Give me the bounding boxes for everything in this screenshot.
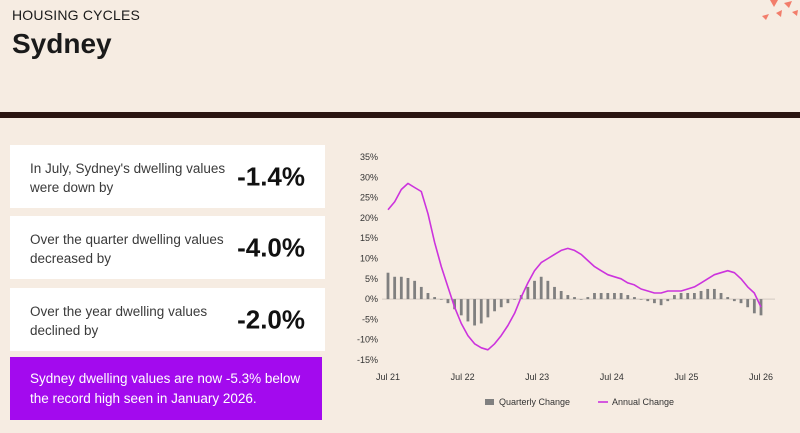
quarterly-change-bar: [720, 293, 723, 299]
stat-value: -4.0%: [237, 232, 305, 263]
header-divider: [0, 112, 800, 118]
decor-triangle: [770, 0, 778, 7]
quarterly-change-bar: [753, 299, 756, 313]
x-tick-label: Jul 25: [674, 372, 698, 382]
quarterly-change-bar: [560, 291, 563, 299]
quarterly-change-bar: [526, 287, 529, 299]
stat-card-monthly: In July, Sydney's dwelling values were d…: [10, 145, 325, 208]
record-high-callout: Sydney dwelling values are now -5.3% bel…: [10, 357, 322, 420]
quarterly-change-bar: [620, 293, 623, 299]
quarterly-change-bar: [746, 299, 749, 307]
decor-triangle: [762, 14, 769, 20]
quarterly-change-bar: [546, 281, 549, 299]
y-tick-label: 0%: [365, 294, 378, 304]
quarterly-change-bar: [393, 277, 396, 299]
quarterly-change-bar: [640, 299, 643, 300]
quarterly-change-bar: [706, 289, 709, 299]
stat-value: -1.4%: [237, 161, 305, 192]
quarterly-change-bar: [673, 295, 676, 299]
quarterly-change-bar: [760, 299, 763, 315]
quarterly-change-bar: [473, 299, 476, 325]
page-title: Sydney: [12, 28, 112, 60]
stat-card-quarterly: Over the quarter dwelling values decreas…: [10, 216, 325, 279]
quarterly-change-bar: [487, 299, 490, 317]
y-tick-label: -10%: [357, 335, 378, 345]
quarterly-change-bar: [733, 299, 736, 301]
quarterly-change-bar: [600, 293, 603, 299]
stat-description: Over the quarter dwelling values decreas…: [30, 230, 230, 268]
y-tick-label: -5%: [362, 314, 378, 324]
quarterly-change-bar: [480, 299, 483, 323]
quarterly-change-bar: [613, 293, 616, 299]
x-tick-label: Jul 23: [525, 372, 549, 382]
quarterly-change-bar: [726, 297, 729, 299]
legend-label-quarterly: Quarterly Change: [499, 397, 570, 407]
callout-text: Sydney dwelling values are now -5.3% bel…: [30, 369, 315, 409]
x-tick-label: Jul 24: [600, 372, 624, 382]
y-tick-label: 25%: [360, 193, 378, 203]
quarterly-change-bar: [433, 297, 436, 299]
quarterly-change-bar: [447, 299, 450, 303]
quarterly-change-bar: [626, 295, 629, 299]
quarterly-change-bar: [653, 299, 656, 303]
stat-value: -2.0%: [237, 304, 305, 335]
decor-triangle: [792, 10, 798, 16]
quarterly-change-bar: [440, 299, 443, 300]
quarterly-change-bar: [573, 297, 576, 299]
quarterly-change-bar: [387, 273, 390, 299]
quarterly-change-bar: [400, 277, 403, 299]
y-tick-label: 5%: [365, 274, 378, 284]
quarterly-change-bar: [493, 299, 496, 311]
quarterly-change-bar: [740, 299, 743, 303]
quarterly-change-bar: [427, 293, 430, 299]
decor-triangle: [784, 1, 792, 8]
quarterly-change-bar: [586, 297, 589, 299]
legend-label-annual: Annual Change: [612, 397, 674, 407]
quarterly-change-bar: [593, 293, 596, 299]
y-tick-label: 15%: [360, 233, 378, 243]
quarterly-change-bar: [533, 281, 536, 299]
quarterly-change-bar: [407, 278, 410, 299]
quarterly-change-bar: [666, 299, 669, 301]
quarterly-change-bar: [500, 299, 503, 307]
quarterly-change-bar: [553, 287, 556, 299]
quarterly-change-bar: [700, 291, 703, 299]
quarterly-change-bar: [506, 299, 509, 303]
quarterly-change-bar: [540, 277, 543, 299]
quarterly-change-bar: [606, 293, 609, 299]
quarterly-change-bar: [660, 299, 663, 305]
quarterly-change-bar: [580, 299, 583, 300]
y-tick-label: 20%: [360, 213, 378, 223]
decorative-shapes: [740, 0, 800, 30]
quarterly-change-bar: [693, 293, 696, 299]
decor-triangle: [776, 10, 782, 17]
quarterly-change-bar: [460, 299, 463, 315]
y-tick-label: 30%: [360, 172, 378, 182]
section-label: HOUSING CYCLES: [12, 7, 140, 23]
y-tick-label: -15%: [357, 355, 378, 365]
x-tick-label: Jul 21: [376, 372, 400, 382]
quarterly-change-bar: [420, 287, 423, 299]
x-tick-label: Jul 26: [749, 372, 773, 382]
quarterly-change-bar: [646, 299, 649, 301]
quarterly-change-bar: [633, 297, 636, 299]
quarterly-change-bar: [680, 293, 683, 299]
stat-description: In July, Sydney's dwelling values were d…: [30, 159, 230, 197]
quarterly-change-bar: [467, 299, 470, 321]
legend-swatch-quarterly: [485, 399, 494, 405]
x-tick-label: Jul 22: [451, 372, 475, 382]
housing-cycle-chart: 35% 30% 25% 20% 15% 10% 5% 0% -5% -10% -15% Jul 21 J…: [340, 145, 790, 420]
quarterly-change-bar: [513, 299, 516, 300]
y-tick-label: 10%: [360, 254, 378, 264]
stat-description: Over the year dwelling values declined b…: [30, 302, 230, 340]
stat-card-annual: Over the year dwelling values declined b…: [10, 288, 325, 351]
quarterly-change-bar: [413, 281, 416, 299]
y-tick-label: 35%: [360, 152, 378, 162]
quarterly-change-bar: [686, 293, 689, 299]
quarterly-change-bar: [713, 289, 716, 299]
quarterly-change-bar: [566, 295, 569, 299]
annual-change-line: [388, 183, 761, 349]
